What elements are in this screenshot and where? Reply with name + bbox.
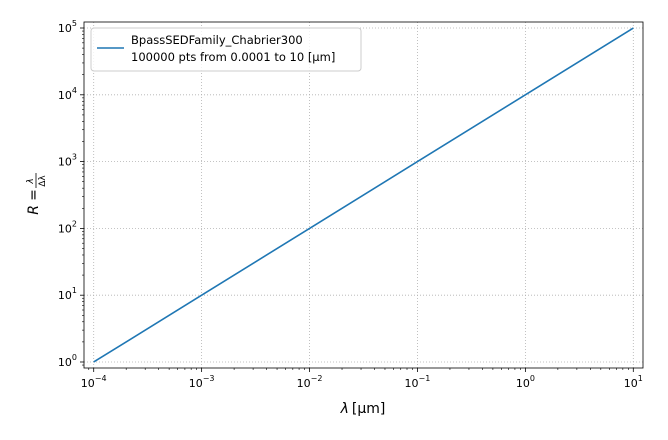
y-axis-label-denominator: Δλ xyxy=(38,175,48,187)
y-axis-label-numerator: λ xyxy=(26,178,36,184)
y-tick-label: 104 xyxy=(58,86,77,102)
legend: BpassSEDFamily_Chabrier300 100000 pts fr… xyxy=(90,27,362,72)
y-tick-label: 100 xyxy=(58,353,77,369)
series-line xyxy=(93,27,634,363)
x-axis-label: λ [μm] xyxy=(340,401,386,417)
y-tick-label: 103 xyxy=(58,153,77,169)
ticks: 10−4 10−3 10−2 10−1 100 101 100 101 102 103 104 105 xyxy=(58,19,643,390)
legend-series-subtitle: 100000 pts from 0.0001 to 10 [μm] xyxy=(131,50,335,64)
x-tick-label: 10−3 xyxy=(189,374,215,390)
x-tick-label: 10−2 xyxy=(297,374,323,390)
x-tick-label: 10−1 xyxy=(405,374,431,390)
y-tick-label: 105 xyxy=(58,19,77,35)
x-tick-label: 101 xyxy=(624,374,643,390)
series-layer xyxy=(93,27,634,363)
legend-series-name: BpassSEDFamily_Chabrier300 xyxy=(131,33,303,47)
plot-frame xyxy=(83,21,644,369)
y-axis-label: R = λ Δλ xyxy=(26,173,48,215)
y-tick-label: 101 xyxy=(58,286,77,302)
legend-box xyxy=(90,27,362,72)
y-axis-label-symbol: R xyxy=(26,205,42,215)
x-tick-label: 10−4 xyxy=(81,374,107,390)
x-tick-label: 100 xyxy=(516,374,535,390)
grid xyxy=(84,22,643,368)
y-axis-label-equals: = xyxy=(26,189,42,201)
y-tick-label: 102 xyxy=(58,219,77,235)
